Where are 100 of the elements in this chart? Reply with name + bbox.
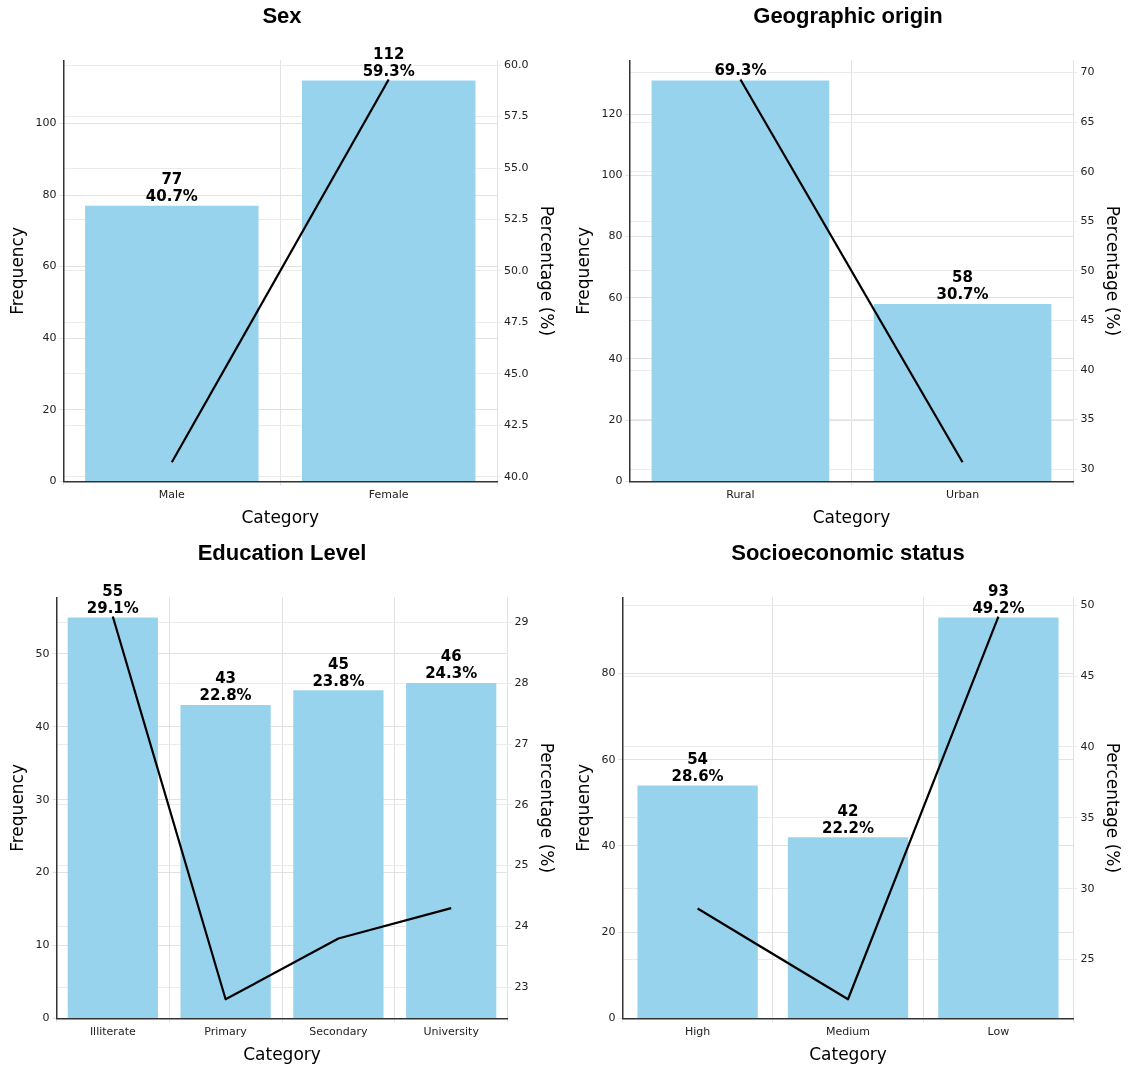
y-tick-label: 0 — [49, 474, 57, 488]
y-tick-label: 40 — [608, 351, 623, 365]
y-tick-label: 20 — [601, 925, 616, 939]
y2-tick-label: 45 — [1080, 313, 1095, 327]
y2-tick-label: 26 — [514, 797, 529, 811]
y-tick-label: 30 — [35, 792, 50, 806]
data-label: 46 24.3% — [425, 647, 478, 683]
data-label: 77 40.7% — [145, 170, 198, 206]
y-tick-label: 0 — [42, 1011, 50, 1025]
y-tick-label: 80 — [608, 229, 623, 243]
x-tick-label: Low — [987, 1024, 1010, 1038]
y-tick-label: 60 — [608, 290, 623, 304]
chart-title: Geographic origin — [753, 3, 943, 29]
data-label: 58 30.7% — [936, 268, 989, 304]
y-tick-label: 120 — [601, 106, 623, 120]
y-axis-title: Frequency — [572, 226, 593, 315]
y2-tick-label: 55.0 — [504, 160, 529, 174]
y-axis-title: Frequency — [6, 763, 27, 852]
y-tick-label: 40 — [35, 719, 50, 733]
y2-axis-title: Percentage (%) — [1103, 205, 1124, 337]
x-tick-label: Male — [158, 487, 186, 501]
y2-tick-label: 25 — [1080, 952, 1095, 966]
chart-title: Sex — [262, 3, 303, 29]
y-axis-title: Frequency — [6, 226, 27, 315]
y2-tick-label: 65 — [1080, 115, 1095, 129]
y2-tick-label: 45.0 — [504, 366, 529, 380]
x-tick-label: Urban — [945, 487, 980, 501]
y2-tick-label: 40 — [1080, 739, 1095, 753]
y-tick-label: 40 — [42, 331, 57, 345]
bar — [67, 617, 158, 1018]
data-label: 112 59.3% — [362, 44, 415, 80]
y2-tick-label: 50.0 — [504, 263, 529, 277]
y2-tick-label: 70 — [1080, 65, 1095, 79]
bar — [180, 704, 271, 1018]
y2-tick-label: 25 — [514, 858, 529, 872]
y2-axis-title: Percentage (%) — [537, 742, 558, 874]
y-tick-label: 50 — [35, 646, 50, 660]
bar — [406, 683, 497, 1018]
x-tick-label: University — [423, 1024, 480, 1038]
y2-tick-label: 23 — [514, 979, 529, 993]
y2-axis-title: Percentage (%) — [537, 205, 558, 337]
data-label: 93 49.2% — [972, 581, 1025, 617]
y-tick-label: 40 — [601, 838, 616, 852]
y2-tick-label: 60.0 — [504, 57, 529, 71]
data-label: 55 29.1% — [86, 581, 139, 617]
y2-tick-label: 52.5 — [504, 212, 529, 226]
y2-tick-label: 35 — [1080, 412, 1095, 426]
y2-tick-label: 47.5 — [504, 315, 529, 329]
x-tick-label: Rural — [726, 487, 755, 501]
data-label: 69.3% — [714, 60, 767, 79]
y2-tick-label: 40 — [1080, 362, 1095, 376]
chart-title: Socioeconomic status — [731, 540, 965, 566]
bar — [938, 617, 1059, 1018]
y-tick-label: 60 — [42, 259, 57, 273]
data-label: 42 22.2% — [821, 801, 875, 837]
y2-tick-label: 60 — [1080, 164, 1095, 178]
y-tick-label: 0 — [608, 1011, 616, 1025]
y-tick-label: 60 — [601, 752, 616, 766]
y2-tick-label: 28 — [514, 676, 529, 690]
data-label: 43 22.8% — [199, 669, 252, 705]
y2-tick-label: 35 — [1080, 810, 1095, 824]
x-axis-title: Category — [243, 1044, 321, 1065]
x-axis-title: Category — [809, 1044, 887, 1065]
y2-tick-label: 30 — [1080, 462, 1095, 476]
chart-title: Education Level — [197, 540, 367, 566]
bar — [293, 690, 384, 1018]
y-tick-label: 10 — [35, 938, 50, 952]
x-tick-label: Female — [368, 487, 409, 501]
y2-axis-title: Percentage (%) — [1103, 742, 1124, 874]
y2-tick-label: 24 — [514, 919, 529, 933]
y2-tick-label: 50 — [1080, 598, 1095, 612]
x-tick-label: Illiterate — [89, 1024, 136, 1038]
y2-tick-label: 30 — [1080, 881, 1095, 895]
data-label: 54 28.6% — [671, 749, 724, 785]
y2-tick-label: 27 — [514, 736, 529, 750]
y-tick-label: 80 — [601, 666, 616, 680]
x-tick-label: Medium — [826, 1024, 870, 1038]
y2-tick-label: 45 — [1080, 668, 1095, 682]
data-label: 45 23.8% — [312, 654, 365, 690]
y-tick-label: 100 — [601, 168, 623, 182]
y2-tick-label: 55 — [1080, 214, 1095, 228]
y-tick-label: 100 — [35, 116, 57, 130]
y2-tick-label: 29 — [514, 615, 529, 629]
y2-tick-label: 42.5 — [504, 418, 529, 432]
y-tick-label: 80 — [42, 187, 57, 201]
x-tick-label: Primary — [204, 1024, 248, 1038]
x-tick-label: High — [684, 1024, 711, 1038]
y2-tick-label: 57.5 — [504, 109, 529, 123]
x-axis-title: Category — [812, 507, 891, 528]
bar — [787, 837, 909, 1018]
x-tick-label: Secondary — [309, 1024, 369, 1038]
y-tick-label: 20 — [35, 865, 50, 879]
y-tick-label: 20 — [608, 413, 623, 427]
y2-tick-label: 50 — [1080, 263, 1095, 277]
y-tick-label: 20 — [42, 402, 57, 416]
bar — [637, 785, 758, 1018]
y-axis-title: Frequency — [572, 763, 593, 852]
y2-tick-label: 40.0 — [504, 469, 529, 483]
x-axis-title: Category — [241, 507, 320, 528]
y-tick-label: 0 — [615, 474, 623, 488]
